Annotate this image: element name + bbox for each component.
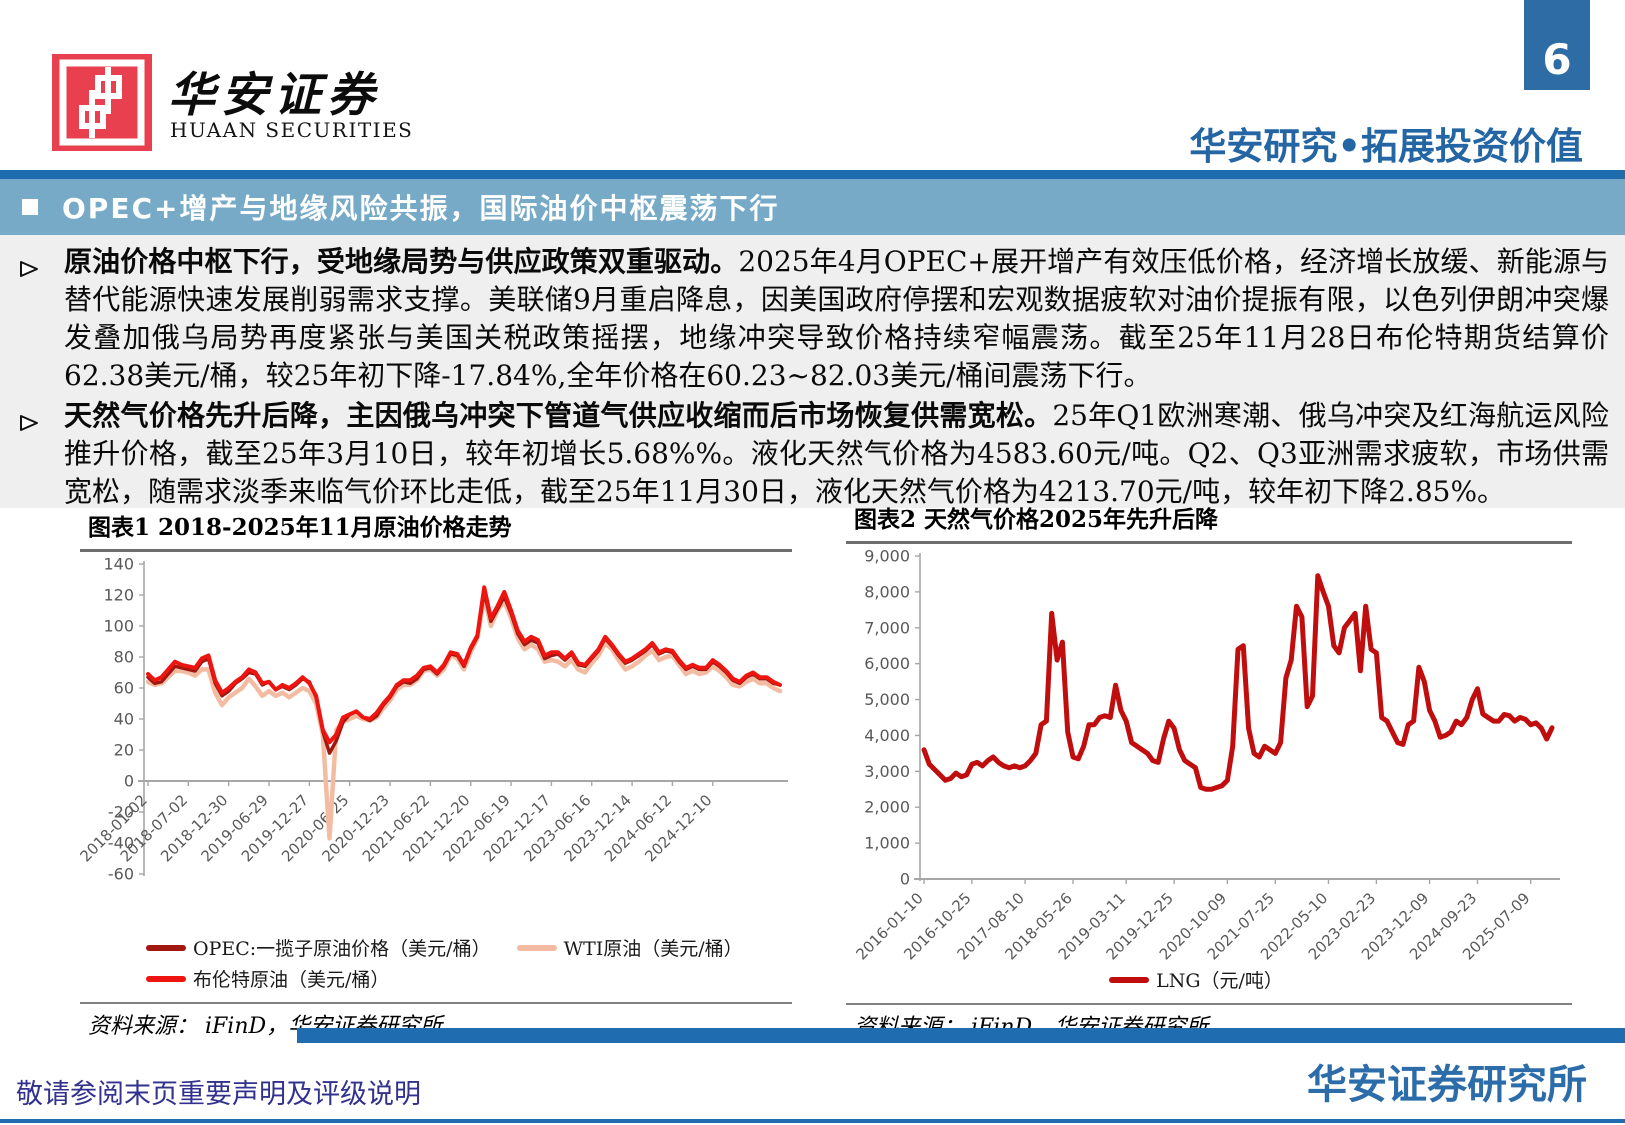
chart2-legend: LNG（元/吨） bbox=[846, 966, 1572, 997]
legend-label: OPEC:一揽子原油价格（美元/桶） bbox=[193, 938, 491, 960]
summary-section: 原油价格中枢下行，受地缘局势与供应政策双重驱动。2025年4月OPEC+展开增产… bbox=[0, 235, 1625, 508]
chart1-legend: OPEC:一揽子原油价格（美元/桶） WTI原油（美元/桶） 布伦特原油（美元/桶… bbox=[80, 934, 792, 996]
chart1-title-rule bbox=[80, 549, 792, 552]
oil-price-line-chart: 140120100806040200-20-40-602018-01-02201… bbox=[76, 555, 788, 884]
footer-accent-bar bbox=[297, 1028, 1625, 1043]
lng-price-chart-block: 图表2 天然气价格2025年先升后降 9,000 8,000 7,000 6,000 5… bbox=[846, 500, 1572, 1041]
arrow-bullet-icon bbox=[18, 406, 40, 444]
svg-text:4,000: 4,000 bbox=[864, 726, 910, 745]
svg-text:80: 80 bbox=[114, 648, 134, 667]
chart2-source-rule bbox=[846, 1003, 1572, 1005]
section-title: OPEC+增产与地缘风险共振，国际油价中枢震荡下行 bbox=[62, 192, 780, 225]
svg-text:0: 0 bbox=[900, 870, 910, 889]
section-title-band: OPEC+增产与地缘风险共振，国际油价中枢震荡下行 bbox=[0, 179, 1625, 235]
legend-item: WTI原油（美元/桶） bbox=[516, 934, 743, 961]
chart2-title-rule bbox=[846, 541, 1572, 544]
legend-label: LNG（元/吨） bbox=[1156, 970, 1283, 992]
brand-name-cn: 华安证券 bbox=[168, 68, 380, 123]
page-number: 6 bbox=[1524, 0, 1590, 90]
svg-text:-40: -40 bbox=[108, 834, 134, 853]
legend-swatch bbox=[146, 944, 186, 951]
oil-price-chart-block: 图表1 2018-2025年11月原油价格走势 140 120 100 80 60 40 2… bbox=[76, 508, 792, 1040]
svg-text:120: 120 bbox=[103, 586, 134, 605]
legend-row: LNG（元/吨） bbox=[846, 966, 1572, 993]
bullet-lead: 天然气价格先升后降，主因俄乌冲突下管道气供应收缩而后市场恢复供需宽松。 bbox=[64, 399, 1053, 432]
legend-swatch bbox=[516, 944, 557, 951]
svg-text:20: 20 bbox=[114, 741, 134, 760]
huaan-logo-icon bbox=[52, 54, 152, 151]
legend-item: 布伦特原油（美元/桶） bbox=[146, 965, 389, 992]
legend-item: LNG（元/吨） bbox=[1109, 966, 1283, 993]
svg-text:2,000: 2,000 bbox=[864, 798, 910, 817]
bullet-natural-gas: 天然气价格先升后降，主因俄乌冲突下管道气供应收缩而后市场恢复供需宽松。25年Q1… bbox=[18, 397, 1609, 511]
square-bullet-icon bbox=[22, 199, 38, 215]
brand-slogan: 华安研究•拓展投资价值 bbox=[1189, 125, 1583, 168]
huaan-logo bbox=[52, 54, 152, 155]
lng-price-line-chart: 9,000 8,000 7,000 6,000 5,000 4,000 3,000 2,000… bbox=[852, 547, 1560, 963]
legend-label: WTI原油（美元/桶） bbox=[563, 938, 743, 960]
svg-text:6,000: 6,000 bbox=[864, 654, 910, 673]
svg-text:7,000: 7,000 bbox=[864, 618, 910, 637]
svg-text:9,000: 9,000 bbox=[864, 547, 910, 566]
legend-row: OPEC:一揽子原油价格（美元/桶） WTI原油（美元/桶） bbox=[146, 934, 792, 961]
legend-swatch bbox=[1109, 976, 1150, 983]
svg-text:-60: -60 bbox=[108, 865, 134, 884]
svg-text:0: 0 bbox=[124, 772, 134, 791]
chart1-title: 图表1 2018-2025年11月原油价格走势 bbox=[88, 514, 512, 541]
chart2-title: 图表2 天然气价格2025年先升后降 bbox=[854, 506, 1219, 533]
svg-text:100: 100 bbox=[103, 617, 134, 636]
arrow-bullet-icon bbox=[18, 252, 40, 290]
svg-text:140: 140 bbox=[103, 555, 134, 574]
bullet-body: 2025年4月OPEC+展开增产有效压低价格，经济增长放缓、新能源与替代能源快速… bbox=[64, 245, 1609, 392]
svg-text:60: 60 bbox=[114, 679, 134, 698]
svg-text:1,000: 1,000 bbox=[864, 834, 910, 853]
legend-row: 布伦特原油（美元/桶） bbox=[146, 965, 792, 992]
bullet-body: 25年Q1欧洲寒潮、俄乌冲突及红海航运风险推升价格，截至25年3月10日，较年初… bbox=[64, 399, 1609, 508]
bullet-lead: 原油价格中枢下行，受地缘局势与供应政策双重驱动。 bbox=[64, 245, 739, 278]
svg-text:40: 40 bbox=[114, 710, 134, 729]
footer-disclaimer: 敬请参阅末页重要声明及评级说明 bbox=[16, 1079, 421, 1110]
brand-name-en: HUAAN SECURITIES bbox=[170, 118, 414, 142]
legend-swatch bbox=[146, 975, 186, 982]
chart1-source-rule bbox=[80, 1002, 792, 1004]
footer-institute: 华安证券研究所 bbox=[1307, 1062, 1587, 1108]
legend-label: 布伦特原油（美元/桶） bbox=[193, 969, 390, 991]
svg-text:8,000: 8,000 bbox=[864, 582, 910, 601]
legend-item: OPEC:一揽子原油价格（美元/桶） bbox=[146, 934, 491, 961]
bullet-crude-oil: 原油价格中枢下行，受地缘局势与供应政策双重驱动。2025年4月OPEC+展开增产… bbox=[18, 243, 1609, 395]
svg-text:-20: -20 bbox=[108, 803, 134, 822]
svg-text:5,000: 5,000 bbox=[864, 690, 910, 709]
footer-bottom-line bbox=[0, 1119, 1625, 1123]
title-band-top-strip bbox=[0, 170, 1625, 179]
svg-text:3,000: 3,000 bbox=[864, 762, 910, 781]
